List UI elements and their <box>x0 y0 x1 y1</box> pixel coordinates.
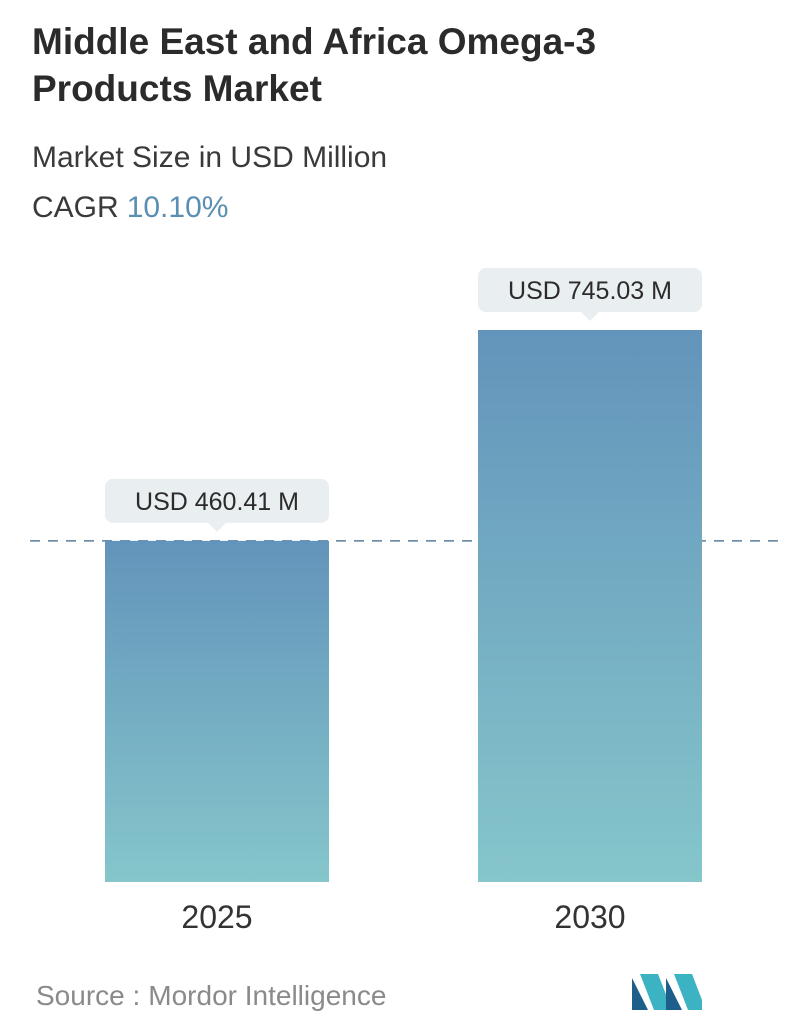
value-label-bubble-2030 <box>478 268 702 312</box>
x-tick-label-2025: 2025 <box>181 899 252 935</box>
mordor-intelligence-logo-icon <box>632 974 702 1010</box>
cagr-row: CAGR 10.10% <box>32 188 228 228</box>
cagr-value: 10.10% <box>126 191 229 224</box>
source-label: Source : <box>36 980 141 1011</box>
bar-2025 <box>105 540 329 882</box>
bar-chart: USD 460.41 M 2025 USD 745.03 M 2030 <box>30 268 782 935</box>
value-label-2025: USD 460.41 M <box>135 488 299 516</box>
bar-2030 <box>478 330 702 882</box>
x-tick-label-2030: 2030 <box>554 899 625 935</box>
cagr-label: CAGR <box>32 191 119 224</box>
source-name: Mordor Intelligence <box>148 980 387 1011</box>
chart-subtitle: Market Size in USD Million <box>32 141 388 174</box>
value-label-bubble-2025 <box>105 478 329 523</box>
chart-title: Middle East and Africa Omega-3 Products … <box>32 21 597 109</box>
value-label-pointer-2030 <box>581 312 599 321</box>
value-label-pointer-2025 <box>208 522 226 532</box>
value-label-2030: USD 745.03 M <box>508 277 672 305</box>
source-note: Source : Mordor Intelligence <box>36 978 386 1014</box>
